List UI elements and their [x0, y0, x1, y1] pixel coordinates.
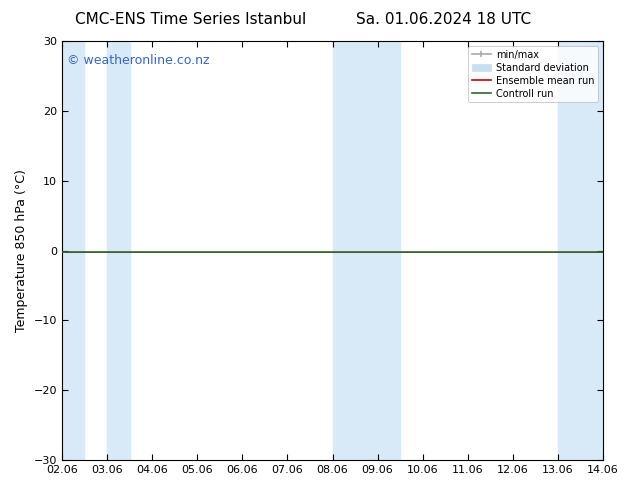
- Bar: [332, 41, 400, 460]
- Bar: [107, 41, 129, 460]
- Bar: [558, 41, 603, 460]
- Text: Sa. 01.06.2024 18 UTC: Sa. 01.06.2024 18 UTC: [356, 12, 531, 27]
- Legend: min/max, Standard deviation, Ensemble mean run, Controll run: min/max, Standard deviation, Ensemble me…: [468, 46, 598, 102]
- Y-axis label: Temperature 850 hPa (°C): Temperature 850 hPa (°C): [15, 169, 28, 332]
- Bar: [62, 41, 84, 460]
- Text: © weatheronline.co.nz: © weatheronline.co.nz: [67, 53, 210, 67]
- Text: CMC-ENS Time Series Istanbul: CMC-ENS Time Series Istanbul: [75, 12, 306, 27]
